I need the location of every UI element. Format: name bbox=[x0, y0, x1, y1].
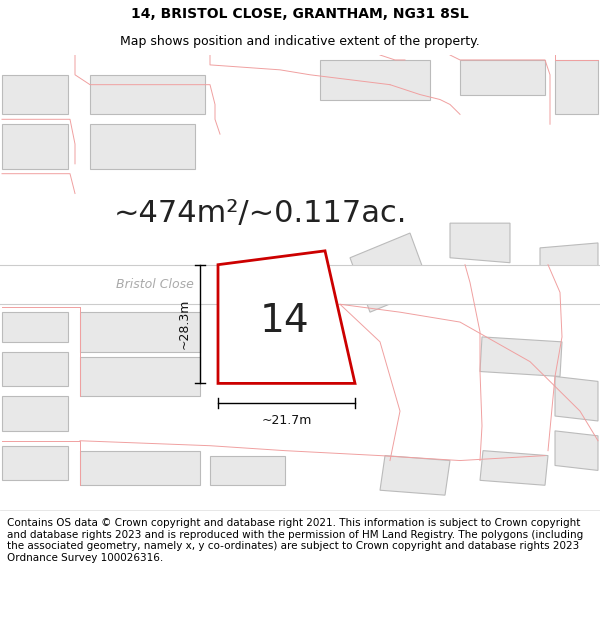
Polygon shape bbox=[2, 446, 68, 481]
Polygon shape bbox=[480, 451, 548, 485]
Polygon shape bbox=[555, 376, 598, 421]
Text: ~28.3m: ~28.3m bbox=[178, 299, 191, 349]
Text: Contains OS data © Crown copyright and database right 2021. This information is : Contains OS data © Crown copyright and d… bbox=[7, 518, 583, 563]
Polygon shape bbox=[2, 312, 68, 342]
Polygon shape bbox=[2, 396, 68, 431]
Polygon shape bbox=[320, 60, 430, 99]
Polygon shape bbox=[2, 124, 68, 169]
Text: ~474m²/~0.117ac.: ~474m²/~0.117ac. bbox=[113, 199, 407, 228]
Text: ~21.7m: ~21.7m bbox=[262, 414, 311, 428]
Polygon shape bbox=[540, 243, 598, 282]
Text: 14: 14 bbox=[259, 302, 309, 339]
Polygon shape bbox=[0, 265, 600, 304]
Text: 14, BRISTOL CLOSE, GRANTHAM, NG31 8SL: 14, BRISTOL CLOSE, GRANTHAM, NG31 8SL bbox=[131, 7, 469, 21]
Polygon shape bbox=[90, 75, 205, 114]
Polygon shape bbox=[555, 60, 598, 114]
Polygon shape bbox=[218, 251, 355, 383]
Polygon shape bbox=[80, 312, 200, 352]
Polygon shape bbox=[90, 124, 195, 169]
Polygon shape bbox=[2, 75, 68, 114]
Polygon shape bbox=[450, 223, 510, 262]
Polygon shape bbox=[460, 60, 545, 94]
Polygon shape bbox=[80, 357, 200, 396]
Polygon shape bbox=[380, 456, 450, 495]
Text: Map shows position and indicative extent of the property.: Map shows position and indicative extent… bbox=[120, 35, 480, 48]
Polygon shape bbox=[555, 431, 598, 471]
Text: Bristol Close: Bristol Close bbox=[116, 278, 194, 291]
Polygon shape bbox=[80, 451, 200, 485]
Polygon shape bbox=[350, 233, 430, 312]
Polygon shape bbox=[210, 456, 285, 485]
Polygon shape bbox=[480, 337, 562, 376]
Polygon shape bbox=[245, 302, 310, 337]
Polygon shape bbox=[2, 352, 68, 386]
